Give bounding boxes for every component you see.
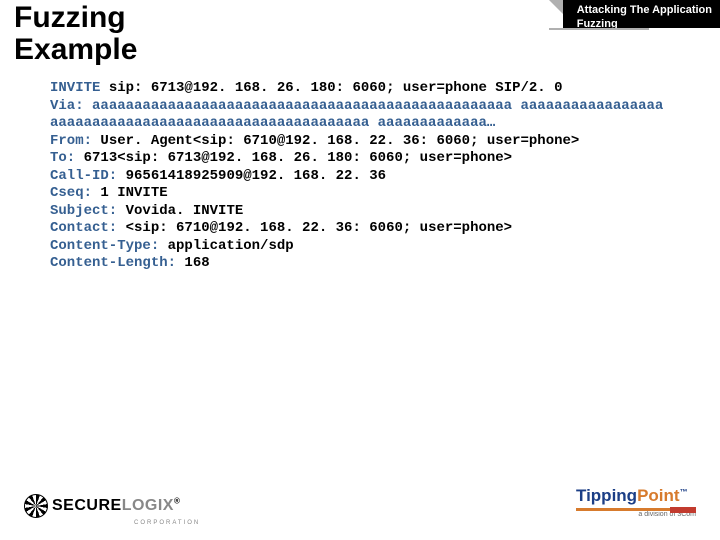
header-line2: Fuzzing	[577, 18, 712, 32]
logo-tippingpoint: TippingPoint™ a division of 3Com	[576, 486, 696, 518]
kw-content-length: Content-Length:	[50, 255, 184, 271]
kw-cseq: Cseq:	[50, 185, 100, 201]
logo-right-part1: Tipping	[576, 486, 637, 505]
slide-title: Fuzzing Example	[14, 2, 137, 65]
logo-left-sub: CORPORATION	[134, 520, 200, 526]
kw-callid: Call-ID:	[50, 168, 126, 184]
invite-line: sip: 6713@192. 168. 26. 180: 6060; user=…	[100, 80, 562, 96]
logo-right-tm: ™	[680, 487, 688, 496]
cseq-value: 1 INVITE	[100, 185, 167, 201]
contact-value: <sip: 6710@192. 168. 22. 36: 6060; user=…	[126, 220, 512, 236]
kw-from: From:	[50, 133, 100, 149]
subject-value: Vovida. INVITE	[126, 203, 244, 219]
kw-contact: Contact:	[50, 220, 126, 236]
header-line1: Attacking The Application	[577, 4, 712, 18]
clen-value: 168	[184, 255, 209, 271]
via-payload: aaaaaaaaaaaaaaaaaaaaaaaaaaaaaaaaaaaaaaaa…	[50, 98, 663, 132]
logo-right-bar-icon	[576, 508, 696, 511]
callid-value: 96561418925909@192. 168. 22. 36	[126, 168, 386, 184]
kw-content-type: Content-Type:	[50, 238, 168, 254]
logo-left-suffix: LOGIX	[122, 497, 174, 514]
logo-left-reg: ®	[174, 497, 180, 506]
kw-subject: Subject:	[50, 203, 126, 219]
logo-securelogix: SECURELOGIX® CORPORATION	[24, 494, 180, 518]
from-value: User. Agent<sip: 6710@192. 168. 22. 36: …	[100, 133, 579, 149]
to-value: 6713<sip: 6713@192. 168. 26. 180: 6060; …	[84, 150, 512, 166]
title-line1: Fuzzing	[14, 1, 126, 34]
kw-to: To:	[50, 150, 84, 166]
logo-right-part2: Point	[637, 486, 680, 505]
slide: Fuzzing Example Attacking The Applicatio…	[0, 0, 720, 540]
sip-message-block: INVITE sip: 6713@192. 168. 26. 180: 6060…	[50, 80, 670, 273]
swirl-icon	[24, 494, 48, 518]
section-header-tab: Attacking The Application Fuzzing	[563, 0, 720, 28]
kw-invite: INVITE	[50, 80, 100, 96]
ctype-value: application/sdp	[168, 238, 294, 254]
kw-via: Via:	[50, 98, 92, 114]
logo-left-main: SECURE	[52, 497, 122, 514]
title-line2: Example	[14, 33, 137, 66]
